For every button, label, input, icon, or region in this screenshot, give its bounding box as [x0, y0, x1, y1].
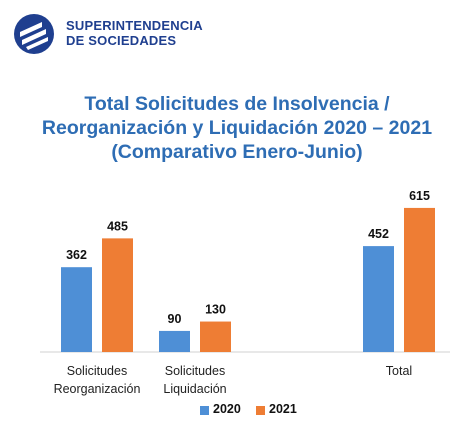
legend-swatch-2021	[256, 406, 265, 415]
bar-2020-1	[159, 330, 190, 352]
legend-swatch-2020	[200, 406, 209, 415]
data-label-2021-1: 130	[205, 303, 226, 317]
title-line-1: Total Solicitudes de Insolvencia /	[84, 93, 390, 115]
category-label-1-0: Solicitudes	[165, 364, 225, 378]
category-label-1-1: Liquidación	[163, 382, 226, 396]
chart-title: Total Solicitudes de Insolvencia / Reorg…	[0, 92, 474, 164]
category-label-0-0: Solicitudes	[67, 364, 127, 378]
legend-label-2021: 2021	[269, 402, 297, 416]
superintendencia-seal-icon	[14, 14, 54, 54]
bar-2021-1	[200, 321, 231, 352]
bar-2021-0	[102, 238, 133, 352]
data-label-2021-2: 615	[409, 189, 430, 203]
title-line-3: (Comparativo Enero-Junio)	[111, 141, 363, 163]
brand-line-1: SUPERINTENDENCIA	[66, 18, 203, 33]
brand-line-2: DE SOCIEDADES	[66, 33, 177, 48]
category-label-0-1: Reorganización	[54, 382, 141, 396]
data-label-2020-0: 362	[66, 248, 87, 262]
category-label-2-0: Total	[386, 364, 412, 378]
brand-logo: SUPERINTENDENCIA DE SOCIEDADES	[12, 8, 272, 58]
brand-name: SUPERINTENDENCIA DE SOCIEDADES	[66, 18, 203, 48]
data-label-2021-0: 485	[107, 219, 128, 233]
data-label-2020-1: 90	[168, 312, 182, 326]
bar-2020-2	[363, 246, 394, 352]
bar-2020-0	[61, 267, 92, 352]
legend-label-2020: 2020	[213, 402, 241, 416]
title-line-2: Reorganización y Liquidación 2020 – 2021	[41, 117, 433, 139]
data-label-2020-2: 452	[368, 227, 389, 241]
bar-2021-2	[404, 207, 435, 352]
